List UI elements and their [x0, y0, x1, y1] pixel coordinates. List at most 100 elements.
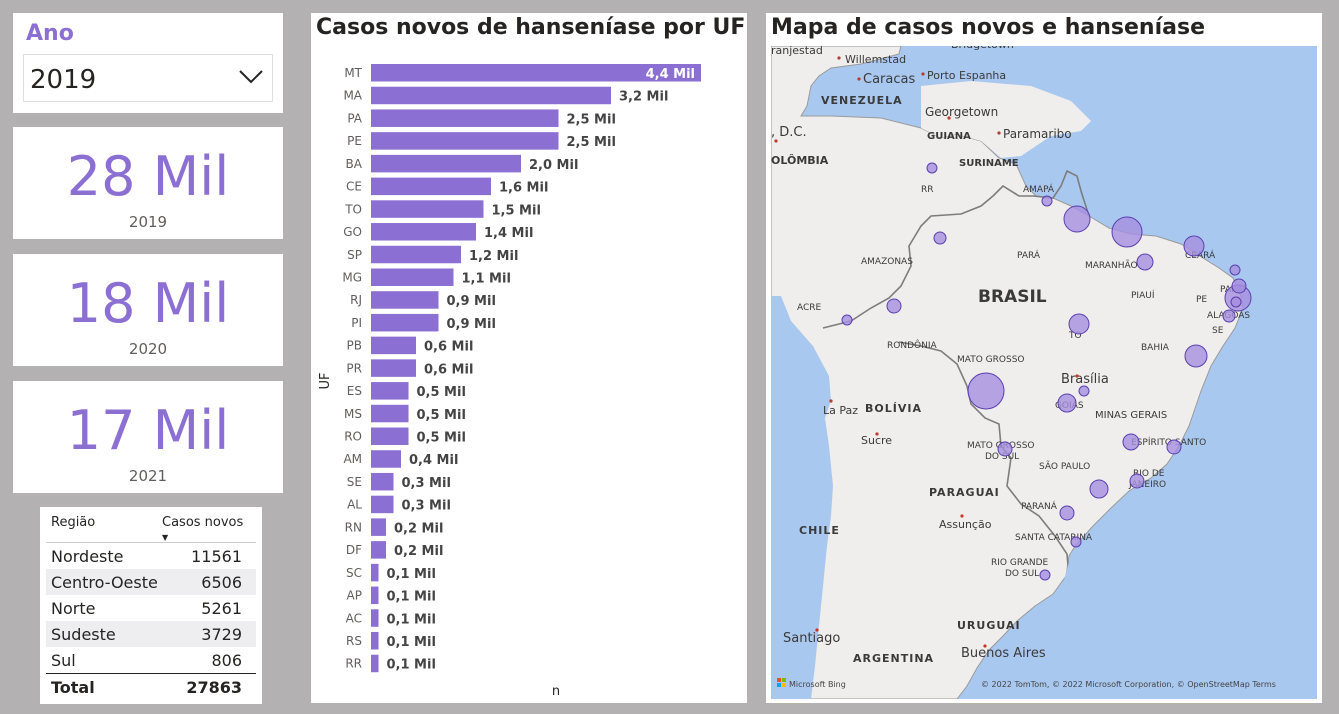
- cell-regiao: Centro-Oeste: [51, 573, 158, 592]
- svg-text:AMAPÁ: AMAPÁ: [1023, 183, 1055, 195]
- bar-ro[interactable]: [371, 427, 409, 446]
- bar-rr[interactable]: [371, 654, 379, 673]
- data-label: 0,4 Mil: [409, 453, 458, 468]
- kpi-year: 2021: [128, 467, 168, 485]
- bar-rs[interactable]: [371, 632, 379, 650]
- column-header-regiao[interactable]: Região: [51, 515, 96, 530]
- y-tick-label: RO: [344, 430, 362, 444]
- bar-pb[interactable]: [371, 336, 416, 355]
- total-value: 27863: [186, 678, 242, 697]
- svg-text:PARÁ: PARÁ: [1017, 249, 1041, 261]
- svg-text:Willemstad: Willemstad: [845, 53, 906, 66]
- bubble-ma: [1111, 216, 1143, 248]
- bubble-ce: [1183, 235, 1205, 257]
- kpi-card-2021: 17 Mil 2021: [13, 381, 283, 493]
- svg-text:Georgetown: Georgetown: [925, 105, 998, 119]
- chevron-down-icon[interactable]: [238, 63, 264, 89]
- svg-text:Assunção: Assunção: [939, 518, 992, 531]
- bar-ba[interactable]: [371, 154, 521, 173]
- kpi-value: 28 Mil: [66, 145, 230, 208]
- bubble-pb: [1231, 278, 1247, 294]
- case-bubbles[interactable]: [841, 162, 1252, 581]
- bubble-to: [1068, 313, 1090, 335]
- svg-text:RIO GRANDE: RIO GRANDE: [991, 558, 1049, 568]
- svg-text:BRASIL: BRASIL: [978, 287, 1047, 307]
- region-table: Região Casos novos ▼ Nordeste 11561 Cent…: [40, 507, 262, 704]
- bar-ma[interactable]: [371, 86, 611, 105]
- bar-rn[interactable]: [371, 518, 386, 536]
- bar-ac[interactable]: [371, 609, 379, 627]
- map-attribution[interactable]: © 2022 TomTom, © 2022 Microsoft Corporat…: [981, 680, 1276, 689]
- bar-to[interactable]: [371, 200, 484, 218]
- bar-es[interactable]: [371, 382, 409, 400]
- column-header-casos-novos[interactable]: Casos novos: [162, 515, 244, 530]
- bar-sp[interactable]: [371, 245, 461, 264]
- bubble-am: [933, 231, 947, 245]
- bubble-pi: [1136, 253, 1154, 271]
- y-tick-label: AL: [347, 498, 362, 512]
- bubble-rr: [926, 162, 938, 174]
- cell-casos: 806: [211, 651, 242, 670]
- svg-text:PIAUÍ: PIAUÍ: [1131, 289, 1155, 301]
- bubble-rs: [1039, 569, 1051, 581]
- cell-casos: 6506: [201, 573, 242, 592]
- data-label: 0,9 Mil: [447, 294, 496, 309]
- bar-mg[interactable]: [371, 268, 454, 286]
- bubble-ro: [886, 298, 902, 314]
- bar-pa[interactable]: [371, 109, 559, 127]
- bar-mt[interactable]: [371, 64, 701, 82]
- bubble-pa: [1063, 205, 1091, 233]
- bar-se[interactable]: [371, 472, 394, 491]
- svg-text:MARANHÃO: MARANHÃO: [1085, 260, 1138, 271]
- bar-go[interactable]: [371, 223, 476, 241]
- svg-text:VENEZUELA: VENEZUELA: [821, 94, 903, 107]
- header-divider: [46, 542, 256, 543]
- bar-pe[interactable]: [371, 132, 559, 150]
- bar-ms[interactable]: [371, 404, 409, 423]
- svg-text:PARAGUAI: PARAGUAI: [929, 486, 1000, 499]
- bar-ap[interactable]: [371, 586, 379, 605]
- bar-am[interactable]: [371, 450, 401, 468]
- year-dropdown[interactable]: 2019: [23, 54, 273, 102]
- bar-df[interactable]: [371, 541, 386, 559]
- kpi-year: 2020: [128, 340, 168, 358]
- svg-text:ARGENTINA: ARGENTINA: [853, 652, 934, 665]
- cell-casos: 3729: [201, 625, 242, 644]
- y-tick-label: PI: [351, 316, 362, 330]
- y-tick-label: AC: [346, 611, 362, 625]
- bar-ce[interactable]: [371, 177, 491, 196]
- bubble-pr: [1059, 505, 1075, 521]
- y-tick-label: RS: [346, 634, 362, 648]
- kpi-year: 2019: [128, 213, 168, 231]
- slicer-title: Ano: [26, 21, 74, 46]
- svg-text:MATO GROSSO: MATO GROSSO: [957, 355, 1025, 365]
- bubble-es: [1166, 439, 1182, 455]
- bar-chart: MT 4,4 Mil MA 3,2 Mil PA 2,5 Mil PE 2,5 Mil BA 2,…: [318, 64, 701, 699]
- bing-logo[interactable]: Microsoft Bing: [777, 678, 846, 689]
- bar-al[interactable]: [371, 495, 394, 514]
- svg-text:Buenos Aires: Buenos Aires: [961, 646, 1046, 661]
- table-row: Nordeste 11561: [46, 543, 256, 569]
- y-tick-label: GO: [343, 225, 362, 239]
- svg-text:RR: RR: [921, 185, 934, 195]
- bar-pr[interactable]: [371, 359, 416, 377]
- bar-pi[interactable]: [371, 313, 439, 332]
- y-tick-label: PR: [346, 361, 362, 375]
- bar-sc[interactable]: [371, 563, 379, 582]
- sort-desc-icon: ▼: [162, 533, 169, 542]
- data-label: 1,5 Mil: [492, 203, 541, 218]
- data-label: 2,5 Mil: [567, 112, 616, 127]
- bubble-go: [1057, 393, 1077, 413]
- year-slicer: Ano 2019: [13, 13, 283, 113]
- bar-rj[interactable]: [371, 291, 439, 309]
- data-label: 0,3 Mil: [402, 476, 451, 491]
- svg-text:SURINAME: SURINAME: [959, 158, 1019, 169]
- data-label: 0,5 Mil: [417, 385, 466, 400]
- svg-text:JANEIRO: JANEIRO: [1128, 480, 1166, 490]
- y-tick-label: ES: [347, 384, 362, 398]
- bubble-se: [1222, 309, 1236, 323]
- bubble-map[interactable]: Willemstad Caracas Porto Espanha VENEZUE…: [771, 46, 1317, 699]
- y-tick-label: SP: [347, 248, 362, 262]
- bubble-rn: [1229, 264, 1241, 276]
- total-label: Total: [51, 678, 95, 697]
